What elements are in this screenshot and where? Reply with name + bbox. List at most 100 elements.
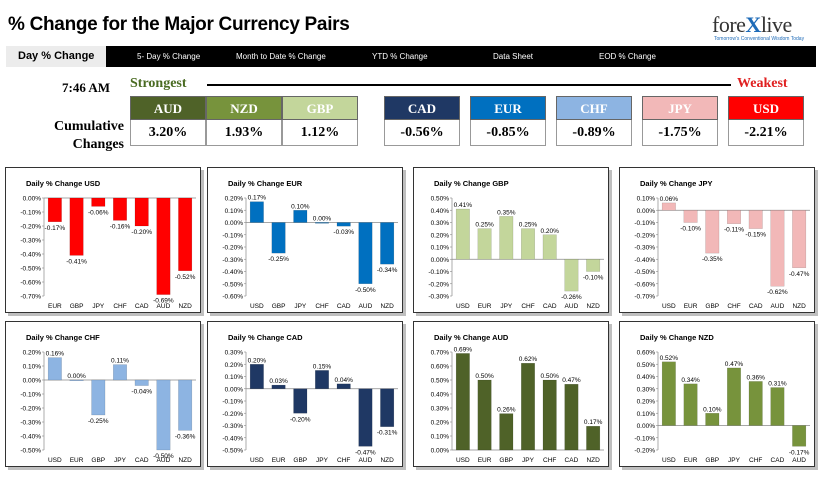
- data-label: 0.10%: [703, 406, 722, 413]
- currency-cumulative-value: -1.75%: [642, 120, 718, 146]
- bar-chart-eur: Daily % Change EUR0.20%0.10%0.00%-0.10%-…: [222, 179, 398, 310]
- data-label: 0.50%: [540, 373, 559, 380]
- chart-title: Daily % Change AUD: [434, 333, 509, 342]
- y-tick-label: -0.70%: [634, 294, 655, 301]
- y-tick-label: -0.10%: [222, 232, 243, 239]
- chart-panel-nzd: Daily % Change NZD 0.60% 0.50% 0.40% 0.30% 0.…: [619, 321, 815, 467]
- data-label: 0.35%: [497, 209, 516, 216]
- data-label: -0.06%: [88, 209, 109, 216]
- y-tick-label: 0.60%: [637, 350, 656, 357]
- x-tick-label: CHF: [749, 457, 762, 464]
- data-label: -0.34%: [377, 267, 398, 274]
- chart-panel-eur: Daily % Change EUR 0.20% 0.10% 0.00% -0.10% -…: [207, 167, 403, 313]
- tab-day-change[interactable]: Day % Change: [6, 46, 107, 67]
- tab-eod-change[interactable]: EOD % Change: [599, 52, 656, 61]
- bar-nzd: [380, 388, 395, 427]
- y-tick-label: -0.30%: [20, 420, 41, 427]
- x-tick-label: USD: [456, 303, 470, 310]
- y-tick-label: 0.50%: [431, 196, 450, 203]
- x-tick-label: CHF: [113, 303, 126, 310]
- y-tick-label: -0.10%: [20, 210, 41, 217]
- chart-title: Daily % Change EUR: [228, 179, 303, 188]
- tab-5day-change[interactable]: 5- Day % Change: [137, 52, 201, 61]
- data-label: -0.11%: [724, 227, 744, 234]
- bar-eur: [683, 210, 698, 223]
- data-label: 0.41%: [454, 202, 473, 209]
- y-tick-label: 0.40%: [637, 374, 656, 381]
- bar-cad: [134, 379, 149, 386]
- page-title: % Change for the Major Currency Pairs: [8, 14, 350, 35]
- data-label: -0.20%: [290, 416, 311, 423]
- y-tick-label: -0.20%: [222, 411, 243, 418]
- tab-ytd-change[interactable]: YTD % Change: [372, 52, 428, 61]
- y-tick-label: 0.10%: [637, 196, 656, 203]
- data-label: -0.41%: [66, 258, 87, 265]
- x-tick-label: NZD: [586, 303, 600, 310]
- x-tick-label: JPY: [114, 457, 127, 464]
- currency-code: GBP: [282, 96, 358, 120]
- currency-cumulative-value: -2.21%: [728, 120, 804, 146]
- data-label: -0.50%: [153, 453, 174, 460]
- y-tick-label: -0.50%: [222, 281, 243, 288]
- data-label: 0.47%: [725, 361, 744, 368]
- y-tick-label: 0.10%: [225, 208, 244, 215]
- y-tick-label: -0.50%: [222, 448, 243, 455]
- x-tick-label: CAD: [337, 303, 351, 310]
- data-label: -0.25%: [88, 418, 109, 425]
- bar-chart-usd: Daily % Change USD 0.00% -0.10% -0.20% -0.30…: [20, 179, 196, 310]
- y-tick-label: 0.00%: [637, 423, 656, 430]
- bar-aud: [358, 222, 373, 284]
- chart-panel-aud: Daily % Change AUD 0.70% 0.60% 0.50% 0.40% 0.…: [413, 321, 609, 467]
- y-tick-label: -0.20%: [634, 232, 655, 239]
- x-tick-label: JPY: [294, 303, 307, 310]
- chart-title: Daily % Change CAD: [228, 333, 303, 342]
- bar-aud: [156, 379, 171, 451]
- x-tick-label: AUD: [792, 457, 806, 464]
- data-label: -0.04%: [131, 389, 152, 396]
- data-label: 0.69%: [454, 346, 473, 353]
- tab-data-sheet[interactable]: Data Sheet: [493, 52, 534, 61]
- bar-gbp: [499, 413, 514, 451]
- bar-usd: [249, 364, 264, 389]
- data-label: -0.20%: [131, 229, 152, 236]
- currency-box-aud: AUD 3.20%: [130, 96, 206, 146]
- data-label: 0.03%: [269, 378, 288, 385]
- data-label: -0.47%: [789, 271, 810, 278]
- y-tick-label: -0.50%: [634, 269, 655, 276]
- bar-nzd: [380, 222, 395, 265]
- y-tick-label: -0.40%: [20, 434, 41, 441]
- y-tick-label: 0.10%: [225, 374, 244, 381]
- bar-aud: [358, 388, 373, 447]
- data-label: 0.34%: [681, 377, 700, 384]
- cumulative-changes-label: Cumulative Changes: [54, 119, 124, 152]
- x-tick-label: CAD: [565, 457, 579, 464]
- currency-box-usd: USD -2.21%: [728, 96, 804, 146]
- y-tick-label: -0.30%: [634, 245, 655, 252]
- currency-box-eur: EUR -0.85%: [470, 96, 546, 146]
- data-label: 0.11%: [111, 358, 129, 365]
- x-tick-label: NZD: [178, 303, 192, 310]
- y-tick-label: -0.50%: [20, 448, 41, 455]
- y-tick-label: 0.20%: [431, 420, 450, 427]
- data-label: 0.36%: [746, 374, 765, 381]
- y-tick-label: -0.10%: [634, 435, 655, 442]
- y-tick-label: 0.30%: [225, 350, 244, 357]
- y-tick-label: 0.40%: [431, 392, 450, 399]
- y-tick-label: -0.20%: [634, 448, 655, 455]
- data-label: 0.17%: [584, 419, 603, 426]
- x-tick-label: EUR: [684, 303, 698, 310]
- x-tick-label: NZD: [380, 457, 394, 464]
- bar-nzd: [178, 197, 193, 272]
- bar-aud: [770, 210, 785, 287]
- bar-usd: [47, 357, 62, 381]
- x-tick-label: USD: [662, 457, 676, 464]
- y-tick-label: -0.20%: [428, 281, 449, 288]
- data-label: 0.06%: [660, 196, 679, 203]
- x-tick-label: JPY: [522, 457, 535, 464]
- bar-gbp: [91, 379, 106, 416]
- forexlive-logo[interactable]: foreXlive Tomorrow's Conventional Wisdom…: [706, 8, 814, 46]
- chart-title: Daily % Change GBP: [434, 179, 509, 188]
- x-tick-label: AUD: [359, 303, 373, 310]
- tab-month-to-date-change[interactable]: Month to Date % Change: [236, 52, 326, 61]
- strength-range-line: [207, 84, 731, 86]
